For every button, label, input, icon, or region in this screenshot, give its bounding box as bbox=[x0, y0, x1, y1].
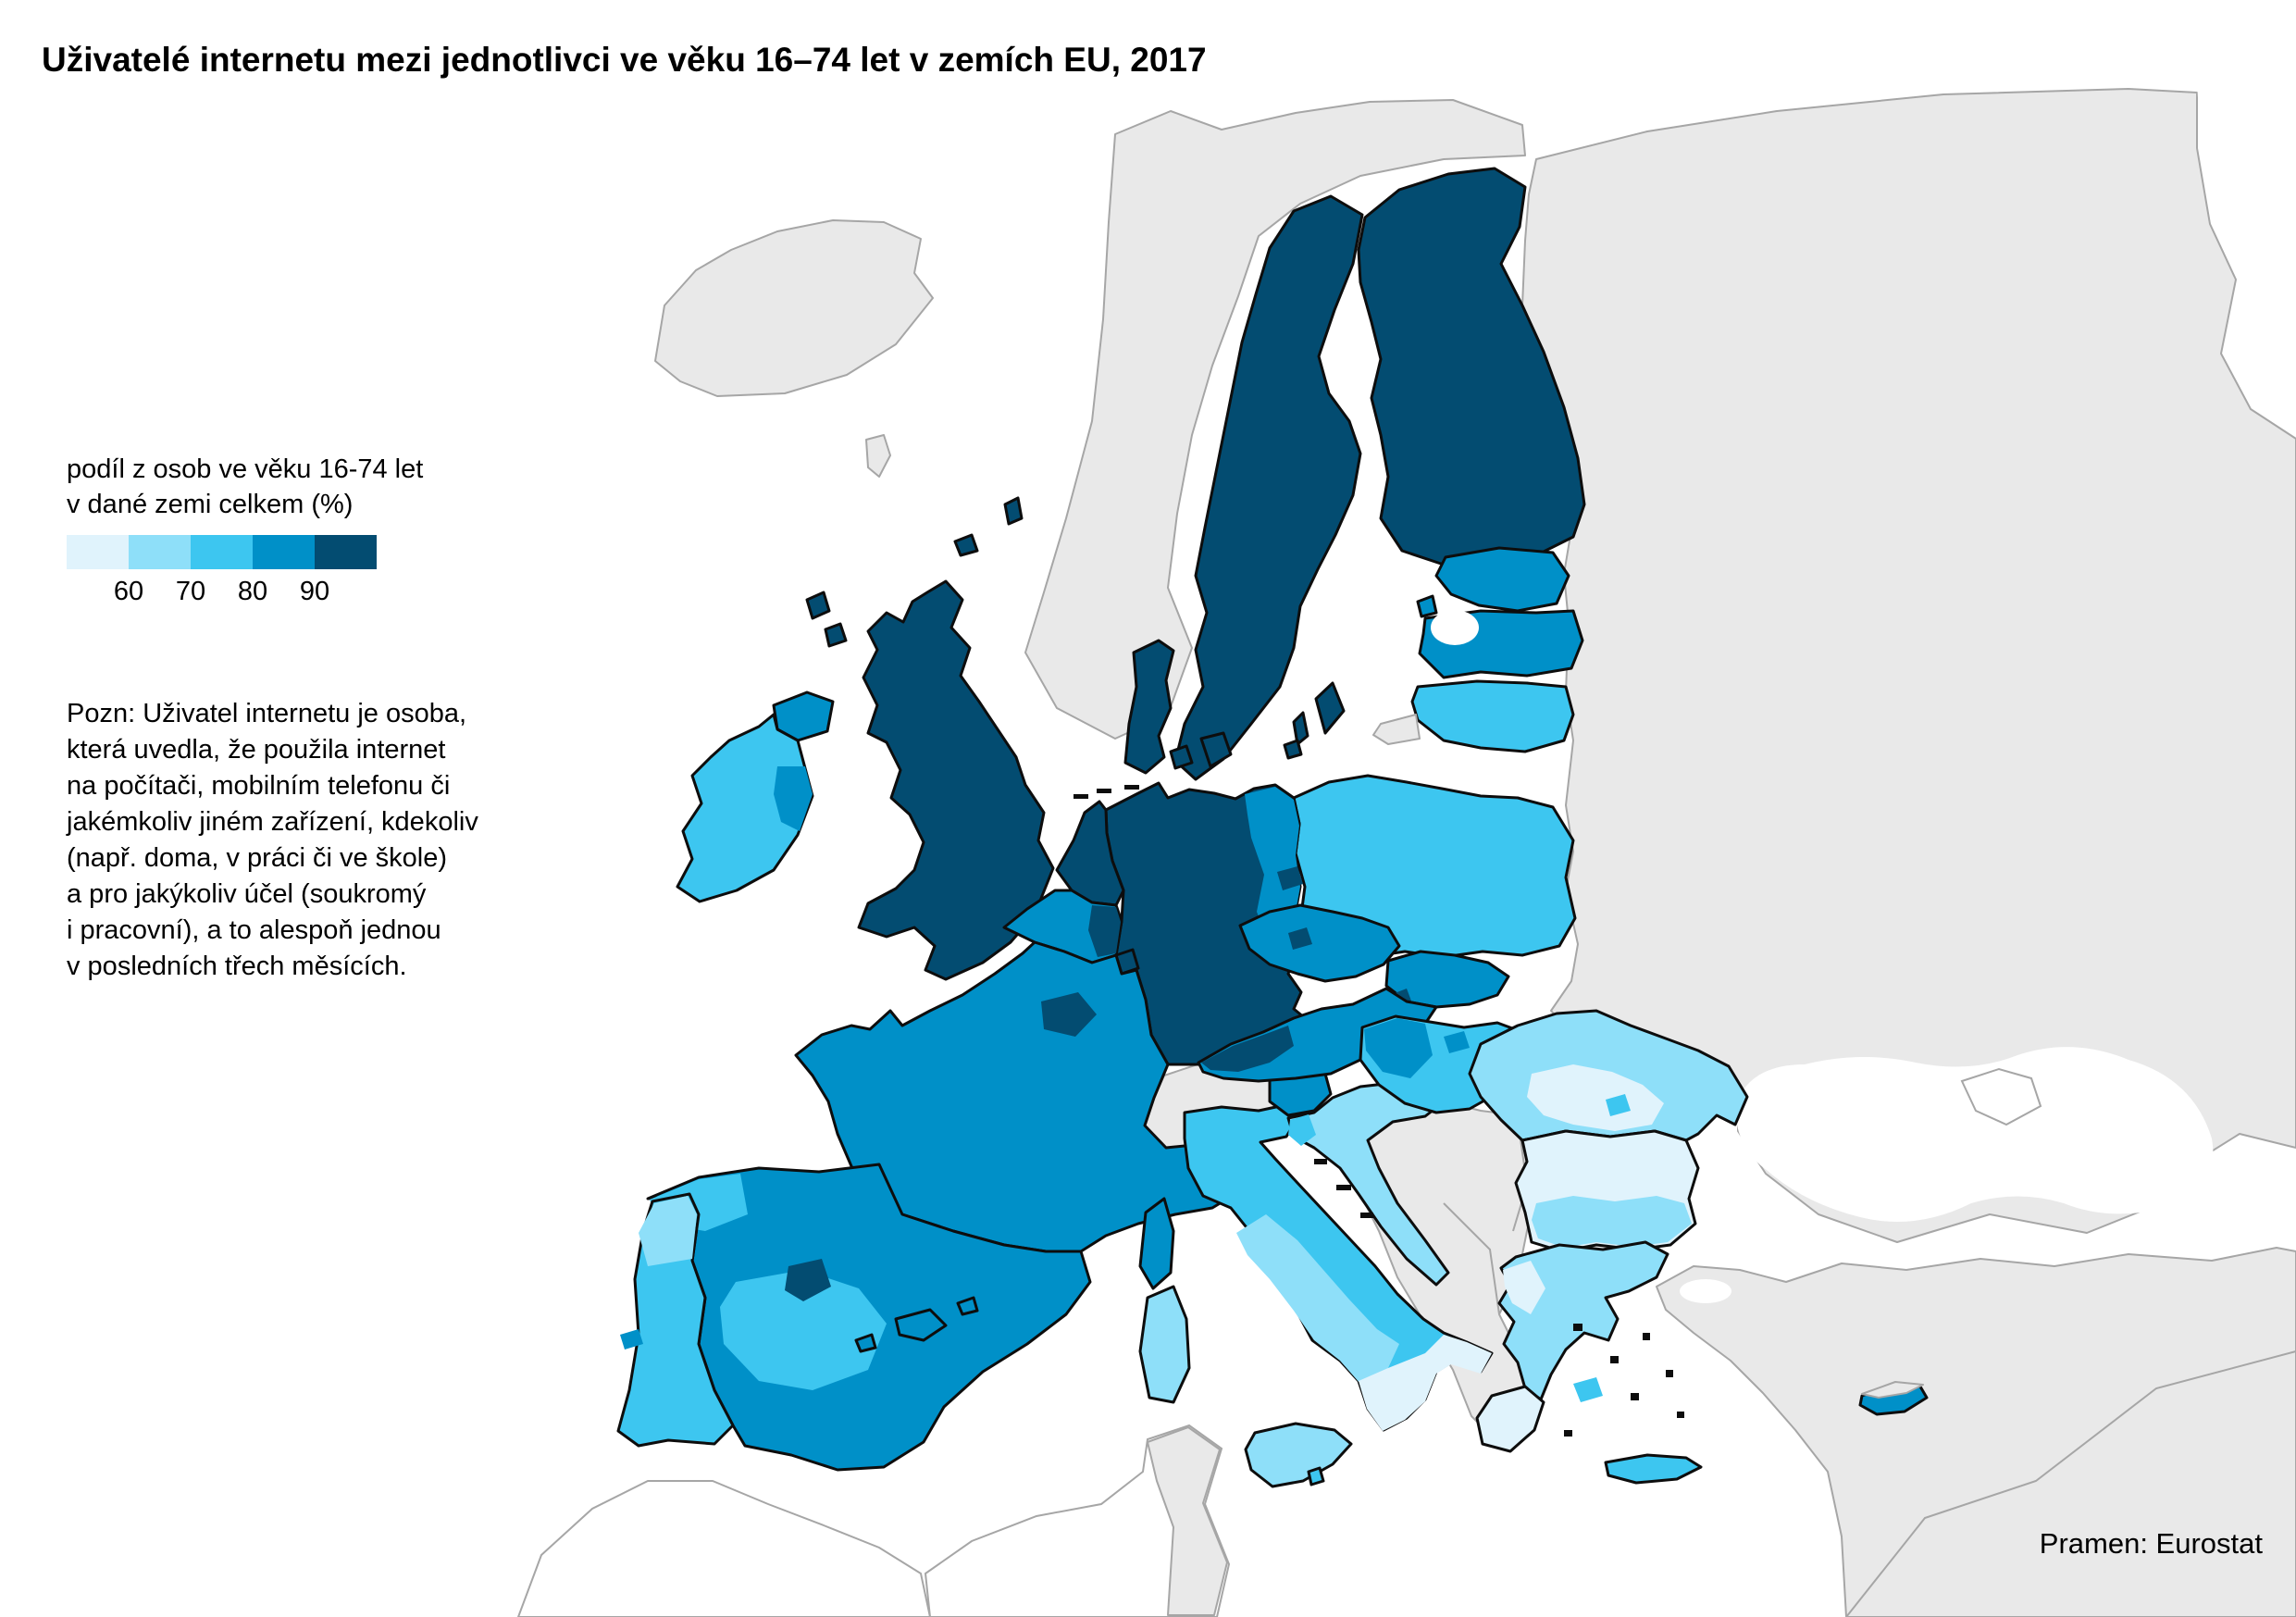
region-denmark bbox=[1123, 639, 1175, 775]
source-credit: Pramen: Eurostat bbox=[2039, 1527, 2263, 1560]
region-athens bbox=[1573, 1377, 1603, 1402]
adriatic-island-specks bbox=[1314, 1159, 1373, 1218]
region-denmark-funen bbox=[1169, 744, 1194, 770]
region-morocco bbox=[516, 1480, 932, 1617]
legend-tick-80: 80 bbox=[237, 577, 268, 606]
black-sea bbox=[1735, 1047, 2214, 1222]
note-line: jakémkoliv jiném zařízení, kdekoliv bbox=[67, 807, 478, 837]
region-greece-west bbox=[1503, 1261, 1545, 1314]
legend-tick-70: 70 bbox=[175, 577, 206, 606]
region-prague bbox=[1288, 927, 1312, 950]
region-ibiza bbox=[854, 1333, 877, 1353]
region-lisbon bbox=[620, 1329, 643, 1350]
region-denmark-zealand bbox=[1199, 731, 1233, 768]
legend-ticks: 60 70 80 90 bbox=[67, 577, 423, 614]
region-italy-central bbox=[1236, 1214, 1399, 1384]
note-line: která uvedla, že použila internet bbox=[67, 735, 446, 765]
region-hebrides bbox=[824, 622, 848, 648]
region-belgium-east bbox=[1088, 905, 1121, 957]
white-sea-notch bbox=[2197, 81, 2296, 435]
sea-of-marmara bbox=[1680, 1279, 1731, 1303]
region-hebrides bbox=[805, 591, 831, 620]
legend-tick-60: 60 bbox=[113, 577, 144, 606]
note-line: na počítači, mobilním telefonu či bbox=[67, 771, 451, 801]
region-estonia-islands bbox=[1416, 594, 1438, 618]
legend-swatch-5 bbox=[315, 535, 377, 569]
region-austria-west bbox=[1201, 1026, 1294, 1072]
legend-color-ramp bbox=[67, 535, 377, 569]
region-shetland bbox=[1003, 496, 1024, 526]
region-istria bbox=[1288, 1114, 1316, 1146]
region-mallorca bbox=[894, 1308, 948, 1342]
note-line: v posledních třech měsících. bbox=[67, 952, 407, 981]
region-crete bbox=[1604, 1453, 1703, 1485]
region-menorca bbox=[956, 1296, 979, 1316]
region-madrid bbox=[785, 1259, 831, 1301]
region-orkney bbox=[953, 533, 979, 557]
region-algeria bbox=[924, 1424, 1231, 1617]
aegean-island-specks bbox=[1564, 1324, 1684, 1437]
region-corsica bbox=[1138, 1197, 1175, 1290]
region-romania-center bbox=[1527, 1064, 1664, 1131]
region-castilla-extremadura bbox=[720, 1270, 887, 1390]
region-malta bbox=[1307, 1466, 1325, 1486]
legend-swatch-2 bbox=[129, 535, 191, 569]
region-hungary-west bbox=[1364, 1018, 1433, 1078]
legend: podíl z osob ve věku 16-74 let v dané ze… bbox=[67, 452, 423, 614]
map-note: Pozn: Uživatel internetu je osoba, která… bbox=[67, 696, 478, 985]
balkans-internal-border-2 bbox=[1443, 1202, 1500, 1315]
region-bulgaria-south bbox=[1532, 1196, 1692, 1248]
region-oland bbox=[1292, 711, 1309, 746]
region-cyprus-north bbox=[1861, 1381, 1924, 1399]
region-paris bbox=[1041, 992, 1097, 1037]
turkey-syria-border bbox=[1845, 1350, 2296, 1617]
region-sardinia bbox=[1138, 1285, 1191, 1404]
legend-swatch-1 bbox=[67, 535, 129, 569]
region-portugal-north bbox=[639, 1196, 697, 1266]
note-line: Pozn: Uživatel internetu je osoba, bbox=[67, 699, 467, 728]
legend-tick-90: 90 bbox=[299, 577, 330, 606]
region-sweden bbox=[1173, 194, 1364, 781]
region-gotland bbox=[1314, 681, 1346, 735]
region-united-kingdom bbox=[857, 579, 1055, 981]
note-line: (např. doma, v práci či ve škole) bbox=[67, 843, 447, 873]
legend-title-line2: v dané zemi celkem (%) bbox=[67, 490, 354, 519]
region-peloponnese bbox=[1475, 1385, 1545, 1453]
note-line: i pracovní), a to alespoň jednou bbox=[67, 915, 441, 945]
legend-title-line1: podíl z osob ve věku 16-74 let bbox=[67, 454, 424, 484]
region-czechia bbox=[1238, 903, 1401, 983]
region-turkey bbox=[1656, 1247, 2296, 1617]
legend-swatch-4 bbox=[253, 535, 315, 569]
region-estonia bbox=[1434, 546, 1570, 613]
region-bucharest bbox=[1606, 1094, 1631, 1116]
region-croatia bbox=[1286, 1081, 1450, 1287]
gulf-of-riga bbox=[1431, 610, 1479, 645]
region-ireland-east bbox=[774, 766, 813, 831]
region-norway bbox=[1024, 99, 1526, 740]
region-faroe-islands bbox=[865, 434, 891, 478]
legend-swatch-3 bbox=[191, 535, 253, 569]
region-iceland bbox=[654, 219, 934, 397]
region-berlin bbox=[1277, 866, 1303, 890]
region-denmark-bornholm bbox=[1283, 739, 1303, 760]
note-line: a pro jakýkoliv účel (soukromý bbox=[67, 879, 427, 909]
region-finland bbox=[1357, 167, 1586, 568]
page-title: Uživatelé internetu mezi jednotlivci ve … bbox=[42, 41, 1207, 79]
region-kaliningrad bbox=[1372, 714, 1421, 745]
region-ireland bbox=[676, 713, 814, 903]
region-crimea bbox=[1960, 1067, 2042, 1126]
region-italy-south bbox=[1359, 1335, 1492, 1431]
region-tunisia bbox=[1147, 1426, 1228, 1616]
region-budapest bbox=[1444, 1031, 1470, 1053]
frisian-island-specks bbox=[1074, 785, 1139, 799]
